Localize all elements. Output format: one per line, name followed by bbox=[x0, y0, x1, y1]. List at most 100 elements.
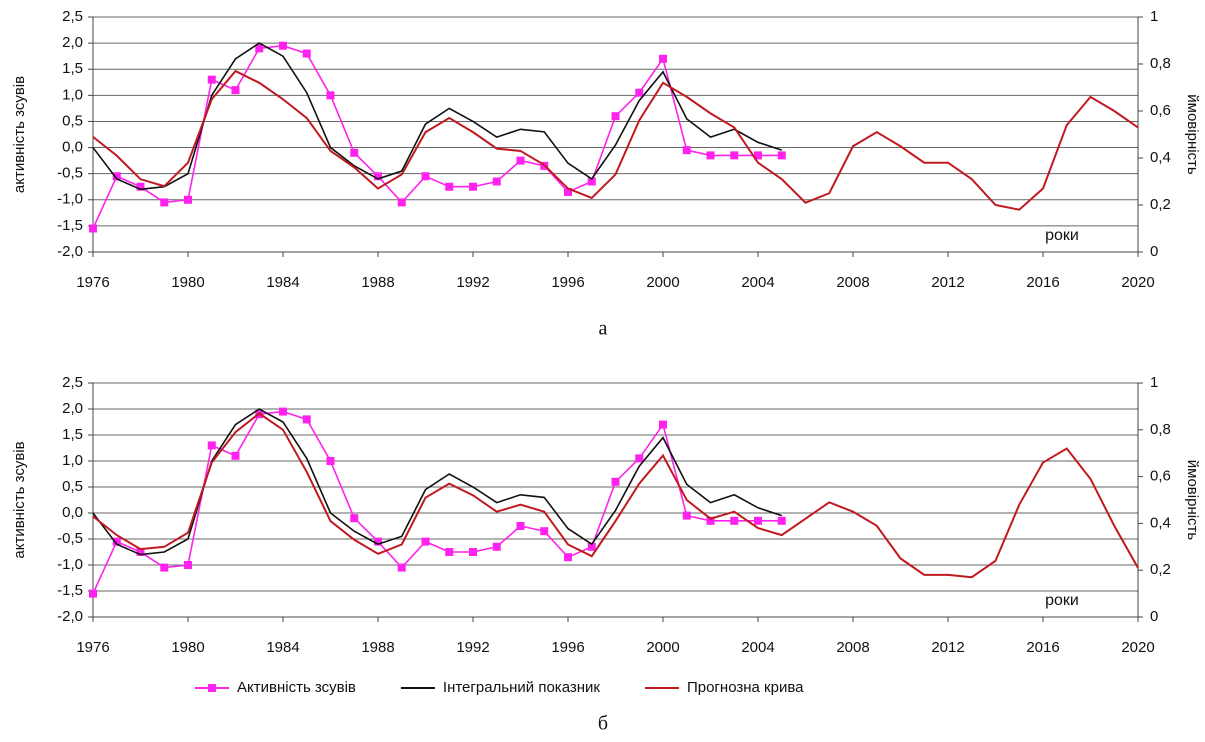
y2-tick-label: 0,6 bbox=[1150, 102, 1171, 119]
x-tick-label: 1988 bbox=[361, 639, 394, 656]
data-point bbox=[706, 516, 715, 525]
data-point bbox=[540, 527, 549, 536]
x-tick-label: 2004 bbox=[741, 639, 774, 656]
data-point bbox=[326, 91, 335, 100]
data-point bbox=[184, 195, 192, 204]
data-point bbox=[302, 415, 311, 424]
y-axis-label: активність зсувів bbox=[11, 441, 28, 558]
caption: а bbox=[599, 318, 608, 340]
data-point bbox=[231, 86, 240, 95]
y-tick-label: 2,0 bbox=[62, 34, 83, 51]
x-tick-label: 2012 bbox=[931, 639, 964, 656]
data-point bbox=[635, 454, 644, 463]
annotation: роки bbox=[1045, 227, 1079, 244]
data-point bbox=[516, 156, 525, 165]
x-tick-label: 2016 bbox=[1026, 639, 1059, 656]
data-point bbox=[682, 511, 691, 520]
x-tick-label: 2008 bbox=[836, 274, 869, 291]
x-tick-label: 1984 bbox=[266, 274, 299, 291]
data-point bbox=[777, 516, 786, 525]
data-point bbox=[397, 198, 406, 207]
x-tick-label: 1992 bbox=[456, 639, 489, 656]
y2-axis-label: ймовірність bbox=[1184, 460, 1201, 541]
x-tick-label: 2004 bbox=[741, 274, 774, 291]
series-line bbox=[92, 69, 1139, 211]
y2-axis-label: ймовірність bbox=[1184, 94, 1201, 175]
data-point bbox=[445, 182, 454, 191]
y2-tick-label: 1 bbox=[1150, 8, 1158, 25]
y2-tick-label: 0,4 bbox=[1150, 149, 1171, 166]
y-tick-label: -0,5 bbox=[57, 165, 83, 182]
x-tick-label: 2016 bbox=[1026, 274, 1059, 291]
y2-tick-label: 1 bbox=[1150, 374, 1158, 391]
legend-marker bbox=[208, 684, 216, 692]
data-point bbox=[754, 516, 762, 525]
x-tick-label: 1996 bbox=[551, 639, 584, 656]
data-point bbox=[587, 177, 596, 186]
x-tick-label: 1996 bbox=[551, 274, 584, 291]
y-tick-label: -0,5 bbox=[57, 530, 83, 547]
y-tick-label: 2,0 bbox=[62, 400, 83, 417]
y-tick-label: -1,5 bbox=[57, 217, 83, 234]
data-point bbox=[136, 548, 145, 556]
x-tick-label: 1976 bbox=[76, 639, 109, 656]
data-point bbox=[421, 172, 430, 181]
data-point bbox=[112, 537, 121, 546]
data-point bbox=[350, 514, 359, 523]
data-point bbox=[279, 41, 287, 50]
x-tick-label: 1992 bbox=[456, 274, 489, 291]
data-point bbox=[160, 198, 169, 207]
y2-tick-label: 0,4 bbox=[1150, 514, 1171, 531]
y-tick-label: 1,5 bbox=[62, 60, 83, 77]
y2-tick-label: 0 bbox=[1150, 608, 1158, 625]
x-tick-label: 2012 bbox=[931, 274, 964, 291]
data-point bbox=[492, 177, 501, 186]
data-point bbox=[730, 516, 739, 525]
data-point bbox=[184, 561, 192, 569]
x-tick-label: 2000 bbox=[646, 639, 679, 656]
y-tick-label: -1,0 bbox=[57, 556, 83, 573]
data-point bbox=[350, 148, 359, 157]
data-point bbox=[374, 172, 382, 181]
data-point bbox=[279, 407, 287, 416]
data-point bbox=[587, 542, 596, 551]
y-tick-label: 0,0 bbox=[62, 139, 83, 156]
data-point bbox=[730, 151, 739, 160]
y-axis-label: активність зсувів bbox=[11, 76, 28, 193]
legend-label: Активність зсувів bbox=[237, 679, 356, 696]
data-point bbox=[326, 457, 335, 465]
y-tick-label: 0,5 bbox=[62, 112, 83, 129]
y-tick-label: -2,0 bbox=[57, 243, 83, 260]
data-point bbox=[564, 553, 572, 562]
data-point bbox=[397, 563, 406, 572]
data-point bbox=[754, 151, 762, 160]
data-point bbox=[492, 542, 501, 551]
data-point bbox=[706, 151, 715, 160]
y-tick-label: 2,5 bbox=[62, 374, 83, 391]
data-point bbox=[231, 451, 240, 460]
data-point bbox=[659, 54, 667, 63]
y2-tick-label: 0,6 bbox=[1150, 468, 1171, 485]
y2-tick-label: 0,8 bbox=[1150, 421, 1171, 438]
x-tick-label: 1984 bbox=[266, 639, 299, 656]
data-point bbox=[516, 522, 525, 530]
x-tick-label: 2020 bbox=[1121, 274, 1154, 291]
y2-tick-label: 0,2 bbox=[1150, 561, 1171, 578]
x-tick-label: 1980 bbox=[171, 274, 204, 291]
y-tick-label: 0,5 bbox=[62, 478, 83, 495]
data-point bbox=[777, 151, 786, 160]
data-point bbox=[682, 146, 691, 155]
y2-tick-label: 0 bbox=[1150, 243, 1158, 260]
data-point bbox=[89, 589, 97, 598]
y-tick-label: 1,0 bbox=[62, 86, 83, 103]
data-point bbox=[207, 75, 216, 84]
series-line bbox=[92, 410, 782, 594]
y-tick-label: 1,0 bbox=[62, 452, 83, 469]
series-line bbox=[92, 44, 782, 229]
x-tick-label: 1988 bbox=[361, 274, 394, 291]
x-tick-label: 1980 bbox=[171, 639, 204, 656]
annotation: роки bbox=[1045, 592, 1079, 609]
data-point bbox=[564, 187, 572, 196]
y-tick-label: -1,5 bbox=[57, 582, 83, 599]
